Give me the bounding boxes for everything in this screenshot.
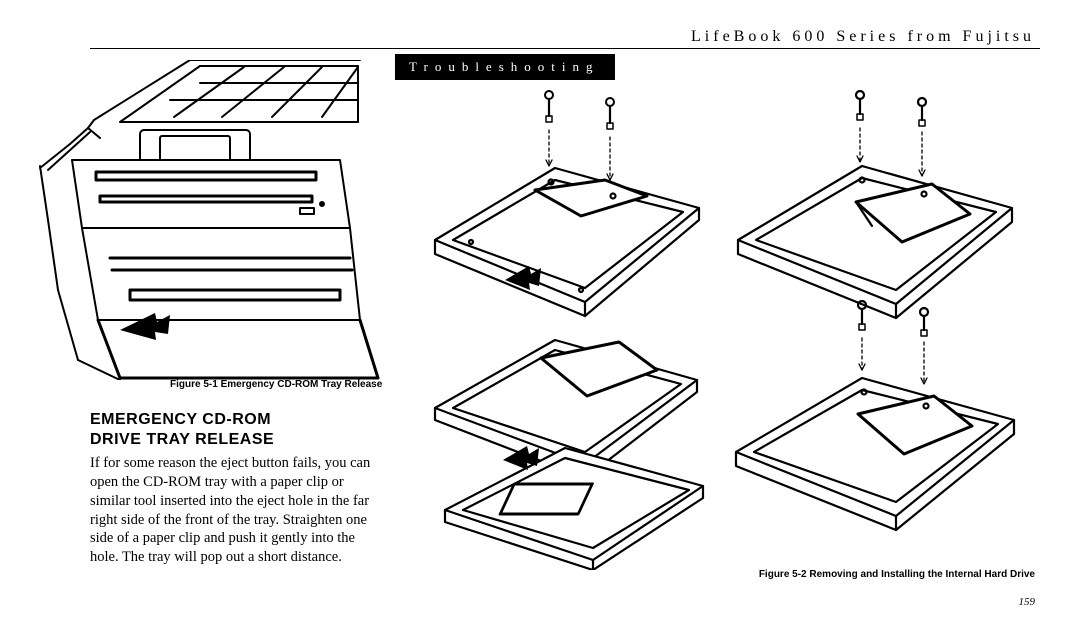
figure-5-2-caption: Figure 5-2 Removing and Installing the I… [759, 569, 1035, 580]
body-paragraph: If for some reason the eject button fail… [90, 454, 380, 567]
page-number: 159 [1019, 596, 1036, 608]
header-rule [90, 48, 1040, 49]
figure-5-2-top-right [710, 90, 1030, 320]
figure-5-2-top-left [405, 90, 705, 320]
section-heading: EMERGENCY CD-ROM DRIVE TRAY RELEASE [90, 410, 380, 450]
left-column: EMERGENCY CD-ROM DRIVE TRAY RELEASE If f… [90, 410, 380, 567]
heading-line-2: DRIVE TRAY RELEASE [90, 431, 274, 448]
figure-5-2-bottom-left [405, 300, 705, 570]
section-title-bar: Troubleshooting [395, 54, 615, 80]
figure-5-2-bottom-right [710, 300, 1030, 570]
product-name: LifeBook 600 Series from Fujitsu [691, 28, 1035, 46]
figure-5-1-illustration [0, 60, 390, 380]
figure-5-1-caption: Figure 5-1 Emergency CD-ROM Tray Release [170, 379, 382, 390]
heading-line-1: EMERGENCY CD-ROM [90, 411, 271, 428]
